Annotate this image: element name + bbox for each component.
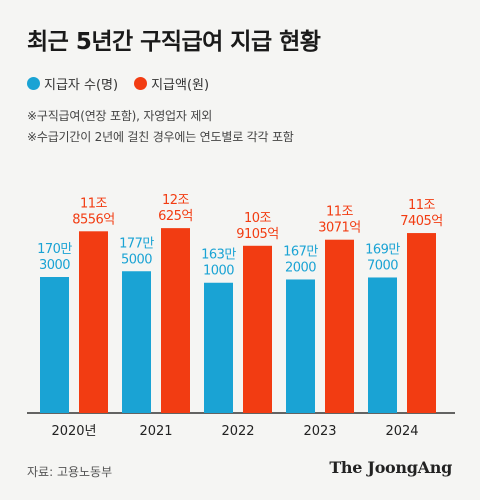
bar-amount-1 bbox=[161, 228, 190, 413]
data-label-recipients-1-0: 177만 bbox=[119, 236, 154, 251]
bar-amount-3 bbox=[325, 239, 354, 413]
legend: 지급자 수(명) 지급액(원) bbox=[27, 74, 225, 93]
brand-logo: The JoongAng bbox=[329, 458, 452, 477]
legend-label-recipients: 지급자 수(명) bbox=[44, 78, 119, 93]
data-label-amount-1-0: 12조 bbox=[162, 193, 190, 208]
bar-amount-2 bbox=[243, 245, 272, 413]
legend-swatch-recipients bbox=[27, 77, 40, 90]
data-label-amount-4-1: 7405억 bbox=[400, 214, 443, 229]
legend-swatch-amount bbox=[134, 77, 148, 90]
bar-recipients-4 bbox=[368, 277, 397, 413]
data-label-recipients-4-0: 169만 bbox=[365, 242, 400, 257]
data-label-recipients-0-0: 170만 bbox=[37, 242, 72, 257]
x-tick-label-3: 2023 bbox=[303, 424, 336, 439]
data-label-amount-3-1: 3071억 bbox=[318, 221, 361, 236]
bar-recipients-2 bbox=[204, 282, 233, 413]
chart-title: 최근 5년간 구직급여 지급 현황 bbox=[27, 29, 321, 55]
legend-item-amount: 지급액(원) bbox=[134, 74, 209, 93]
x-tick-label-4: 2024 bbox=[385, 424, 418, 439]
x-tick-label-2: 2022 bbox=[221, 424, 254, 439]
data-label-recipients-1-1: 5000 bbox=[121, 252, 152, 267]
source-note: 자료: 고용노동부 bbox=[27, 465, 113, 479]
note-scope: ※구직급여(연장 포함), 자영업자 제외 bbox=[27, 109, 213, 123]
data-label-amount-0-1: 8556억 bbox=[72, 212, 115, 227]
legend-label-amount: 지급액(원) bbox=[151, 78, 210, 93]
legend-item-recipients: 지급자 수(명) bbox=[27, 74, 118, 93]
data-label-amount-3-0: 11조 bbox=[326, 205, 354, 220]
data-label-recipients-2-0: 163만 bbox=[201, 248, 236, 263]
bar-amount-0 bbox=[79, 231, 108, 413]
bar-recipients-3 bbox=[286, 279, 315, 413]
data-label-amount-1-1: 625억 bbox=[158, 209, 193, 224]
data-label-recipients-2-1: 1000 bbox=[203, 264, 234, 279]
data-label-recipients-4-1: 7000 bbox=[367, 258, 398, 273]
data-label-amount-2-0: 10조 bbox=[244, 211, 272, 226]
bar-amount-4 bbox=[407, 233, 436, 413]
data-label-amount-0-0: 11조 bbox=[80, 196, 108, 211]
data-label-recipients-3-0: 167만 bbox=[283, 244, 318, 259]
data-label-recipients-0-1: 3000 bbox=[39, 258, 70, 273]
x-tick-label-0: 2020년 bbox=[51, 424, 96, 439]
data-label-amount-2-1: 9105억 bbox=[236, 227, 279, 242]
bar-recipients-0 bbox=[40, 277, 69, 413]
bar-recipients-1 bbox=[122, 271, 151, 413]
data-label-amount-4-0: 11조 bbox=[408, 198, 436, 213]
data-label-recipients-3-1: 2000 bbox=[285, 260, 316, 275]
x-tick-label-1: 2021 bbox=[139, 424, 172, 439]
note-multiyear: ※수급기간이 2년에 걸친 경우에는 연도별로 각각 포함 bbox=[27, 130, 294, 144]
